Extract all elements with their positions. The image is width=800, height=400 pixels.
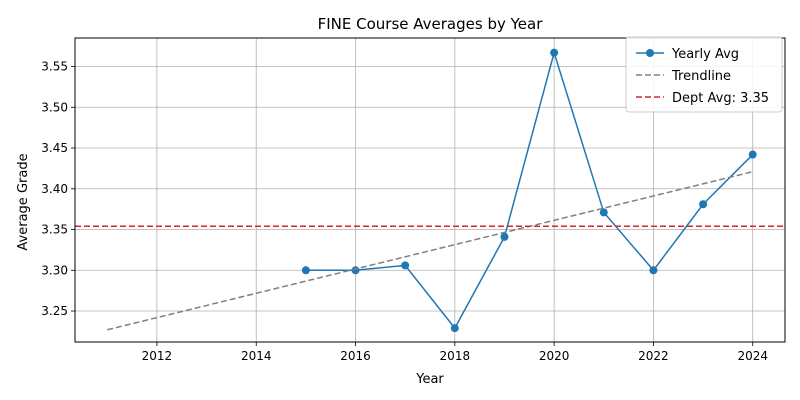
data-point	[748, 150, 757, 159]
data-point	[500, 232, 509, 241]
y-tick-label: 3.45	[41, 141, 68, 155]
legend-label-trendline: Trendline	[671, 69, 731, 84]
y-tick-label: 3.50	[41, 100, 68, 114]
legend-box	[625, 36, 783, 113]
x-axis-ticks: 2012 2014 2016 2018 2020 2022 2024	[142, 342, 768, 363]
legend: Yearly Avg Trendline Dept Avg: 3.35	[625, 36, 783, 113]
plot-frame	[74, 37, 786, 343]
legend-label-dept-avg: Dept Avg: 3.35	[672, 91, 769, 106]
data-point	[599, 208, 608, 217]
data-point	[401, 261, 410, 270]
data-point	[450, 324, 459, 333]
legend-label-yearly-avg: Yearly Avg	[671, 47, 739, 62]
legend-marker-yearly-avg	[646, 49, 654, 57]
x-axis-label: Year	[415, 372, 444, 387]
data-point	[649, 266, 658, 275]
grid	[75, 38, 785, 342]
y-tick-label: 3.25	[41, 304, 68, 318]
y-axis-label: Average Grade	[16, 153, 31, 250]
y-axis-ticks: 3.25 3.30 3.35 3.40 3.45 3.50 3.55	[41, 60, 75, 318]
x-tick-label: 2018	[440, 349, 471, 363]
data-point	[550, 48, 559, 57]
y-tick-label: 3.35	[41, 223, 68, 237]
x-tick-label: 2020	[539, 349, 570, 363]
y-tick-label: 3.40	[41, 182, 68, 196]
y-tick-label: 3.55	[41, 60, 68, 74]
data-point	[699, 200, 708, 209]
x-tick-label: 2014	[241, 349, 272, 363]
x-tick-label: 2016	[340, 349, 371, 363]
series-layer	[75, 48, 785, 333]
yearly-avg-line	[305, 49, 754, 330]
trendline	[107, 170, 753, 331]
chart-title: FINE Course Averages by Year	[318, 15, 544, 33]
x-tick-label: 2024	[737, 349, 768, 363]
x-tick-label: 2012	[142, 349, 173, 363]
y-tick-label: 3.30	[41, 263, 68, 277]
data-point	[301, 266, 310, 275]
x-tick-label: 2022	[638, 349, 669, 363]
